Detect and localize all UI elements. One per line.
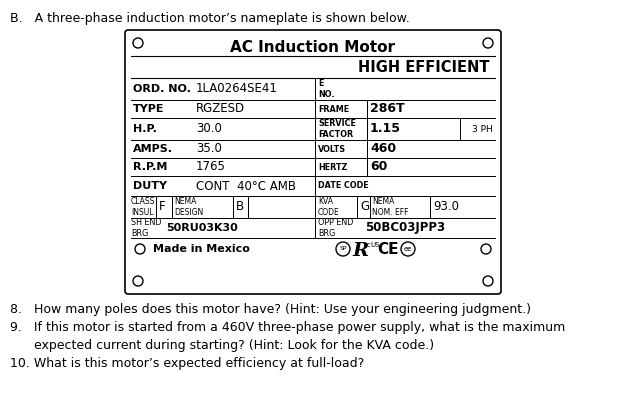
Text: TYPE: TYPE	[133, 104, 165, 114]
Text: 60: 60	[370, 160, 388, 173]
Text: c: c	[367, 242, 371, 248]
Circle shape	[481, 244, 491, 254]
Text: HERTZ: HERTZ	[318, 162, 348, 171]
Text: B: B	[236, 200, 244, 213]
Text: NEMA
DESIGN: NEMA DESIGN	[174, 197, 203, 217]
Text: 8.   How many poles does this motor have? (Hint: Use your engineering judgment.): 8. How many poles does this motor have? …	[10, 303, 531, 316]
Text: R: R	[353, 242, 369, 260]
Text: R.P.M: R.P.M	[133, 162, 167, 172]
Text: SP: SP	[339, 246, 347, 252]
Text: CLASS
INSUL: CLASS INSUL	[131, 197, 155, 217]
Text: 3 PH: 3 PH	[472, 125, 493, 134]
Text: KVA
CODE: KVA CODE	[318, 197, 339, 217]
Circle shape	[401, 242, 415, 256]
Text: 93.0: 93.0	[433, 200, 459, 213]
Text: 50BC03JPP3: 50BC03JPP3	[365, 222, 445, 235]
Text: AMPS.: AMPS.	[133, 144, 173, 154]
Circle shape	[133, 276, 143, 286]
Circle shape	[483, 38, 493, 48]
Text: E
NO.: E NO.	[318, 79, 334, 99]
Text: CE: CE	[378, 242, 399, 257]
Text: B.   A three-phase induction motor’s nameplate is shown below.: B. A three-phase induction motor’s namep…	[10, 12, 410, 25]
Text: 1LA0264SE41: 1LA0264SE41	[196, 83, 278, 95]
Circle shape	[483, 276, 493, 286]
Text: 30.0: 30.0	[196, 123, 222, 136]
Text: 35.0: 35.0	[196, 143, 222, 156]
Circle shape	[336, 242, 350, 256]
Text: CONT  40°C AMB: CONT 40°C AMB	[196, 180, 296, 193]
Text: OPP END
BRG: OPP END BRG	[318, 218, 353, 238]
Text: 1765: 1765	[196, 160, 226, 173]
Text: Made in Mexico: Made in Mexico	[153, 244, 250, 254]
Text: DUTY: DUTY	[133, 181, 167, 191]
Text: AC Induction Motor: AC Induction Motor	[230, 40, 396, 55]
Text: US: US	[370, 242, 380, 248]
Text: FRAME: FRAME	[318, 105, 349, 114]
Text: 50RU03K30: 50RU03K30	[166, 223, 238, 233]
Text: 9.   If this motor is started from a 460V three-phase power supply, what is the : 9. If this motor is started from a 460V …	[10, 321, 565, 334]
Circle shape	[135, 244, 145, 254]
Text: 460: 460	[370, 143, 396, 156]
Text: G: G	[360, 200, 369, 213]
Text: NEMA
NOM. EFF: NEMA NOM. EFF	[372, 197, 409, 217]
Text: RGZESD: RGZESD	[196, 103, 245, 116]
Circle shape	[133, 38, 143, 48]
Text: F: F	[159, 200, 165, 213]
Text: 286T: 286T	[370, 103, 404, 116]
Text: SERVICE
FACTOR: SERVICE FACTOR	[318, 119, 356, 138]
Text: DATE CODE: DATE CODE	[318, 182, 369, 191]
Text: 1.15: 1.15	[370, 123, 401, 136]
Text: ORD. NO.: ORD. NO.	[133, 84, 191, 94]
FancyBboxPatch shape	[125, 30, 501, 294]
Text: VOLTS: VOLTS	[318, 145, 346, 154]
Text: H.P.: H.P.	[133, 124, 157, 134]
Text: HIGH EFFICIENT: HIGH EFFICIENT	[359, 61, 490, 75]
Text: expected current during starting? (Hint: Look for the KVA code.): expected current during starting? (Hint:…	[10, 339, 434, 352]
Text: ee: ee	[404, 246, 412, 252]
Text: 10. What is this motor’s expected efficiency at full-load?: 10. What is this motor’s expected effici…	[10, 357, 364, 370]
Text: SH END
BRG: SH END BRG	[131, 218, 162, 238]
